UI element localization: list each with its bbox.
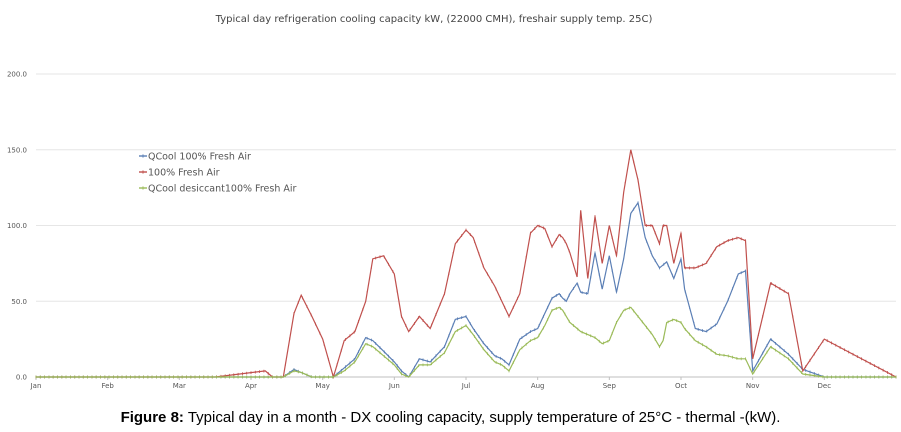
x-tick-label: Sep [603,382,617,390]
line-chart: Typical day refrigeration cooling capaci… [7,14,897,390]
x-tick-label: Oct [675,382,687,390]
series-line [36,149,897,380]
y-tick-label: 200.0 [7,71,27,79]
chart-grid [36,73,896,378]
x-tick-label: Feb [101,382,114,390]
x-tick-label: Jun [388,382,400,390]
x-tick-label: Aug [531,382,545,390]
figure-caption: Figure 8: Typical day in a month - DX co… [0,409,901,426]
x-tick-label: Apr [245,382,257,390]
y-tick-label: 50.0 [11,298,27,306]
series-line [36,201,896,378]
figure-caption-text: Typical day in a month - DX cooling capa… [187,409,781,426]
x-tick-label: May [315,382,329,390]
y-tick-label: 100.0 [7,222,27,230]
series-2 [35,306,897,379]
chart-series [35,149,897,380]
legend-entry: QCool desiccant100% Fresh Air [148,184,296,195]
x-tick-label: Jul [461,382,471,390]
x-tick-label: Mar [173,382,186,390]
legend-entry: QCool 100% Fresh Air [148,152,251,163]
x-tick-label: Dec [818,382,832,390]
figure-caption-label: Figure 8: [120,409,184,426]
y-axis-ticks: 0.0 50.0 100.0 150.0 200.0 [7,71,27,382]
legend-entry: 100% Fresh Air [148,168,220,179]
chart-legend: QCool 100% Fresh Air 100% Fresh Air QCool … [139,152,296,195]
series-line [36,306,896,378]
x-axis-ticks: Jan Feb Mar Apr May Jun Jul Aug Sep Oct Nov Dec [30,377,832,390]
x-tick-label: Jan [30,382,42,390]
x-tick-label: Nov [746,382,760,390]
chart-title: Typical day refrigeration cooling capaci… [215,14,653,25]
y-tick-label: 0.0 [16,374,27,382]
y-tick-label: 150.0 [7,146,27,154]
